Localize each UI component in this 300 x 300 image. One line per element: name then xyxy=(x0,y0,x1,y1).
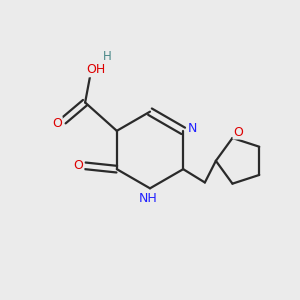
Text: O: O xyxy=(233,125,243,139)
Text: O: O xyxy=(52,117,62,130)
Text: N: N xyxy=(188,122,197,135)
Text: NH: NH xyxy=(139,193,158,206)
Text: O: O xyxy=(74,159,83,172)
Text: OH: OH xyxy=(86,63,106,76)
Text: H: H xyxy=(102,50,111,63)
